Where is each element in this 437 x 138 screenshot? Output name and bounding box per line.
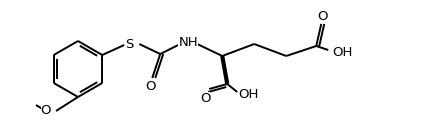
- Text: O: O: [41, 104, 51, 117]
- Text: O: O: [145, 79, 156, 92]
- Text: O: O: [200, 91, 211, 104]
- Text: OH: OH: [238, 87, 258, 100]
- Text: S: S: [125, 38, 133, 51]
- Text: O: O: [317, 10, 327, 22]
- Text: NH: NH: [178, 35, 198, 48]
- Text: OH: OH: [332, 46, 352, 59]
